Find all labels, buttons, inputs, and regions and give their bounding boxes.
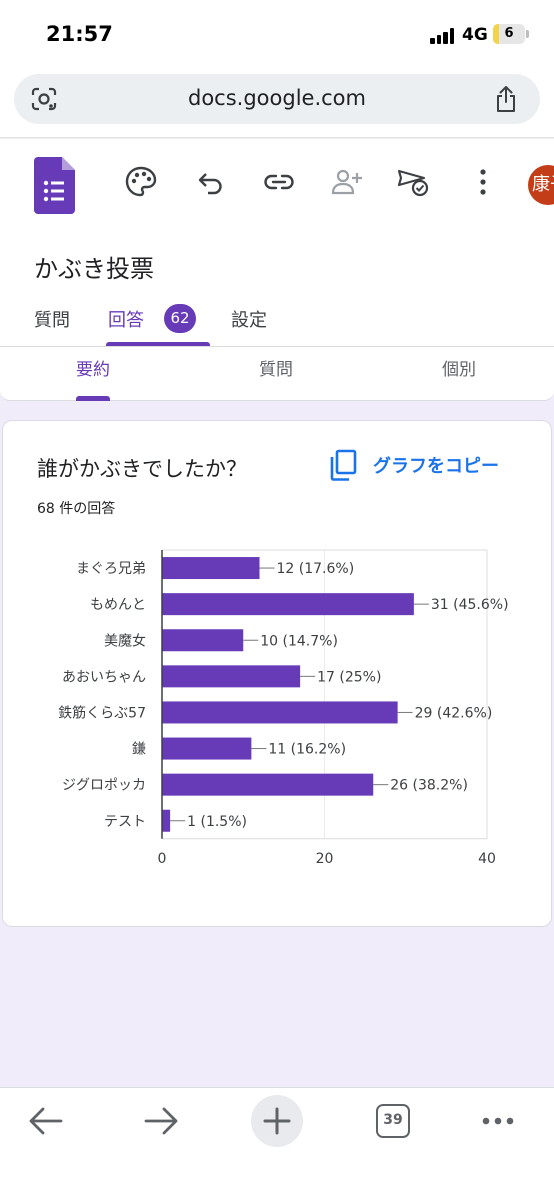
- tab-settings[interactable]: 設定: [231, 310, 267, 331]
- bar: [162, 557, 260, 580]
- category-label: 鎌: [132, 742, 146, 758]
- category-label: ジグロポッカ: [62, 778, 146, 794]
- subtab-individual[interactable]: 個別: [442, 360, 476, 380]
- back-arrow-icon[interactable]: [28, 1106, 64, 1136]
- x-tick-label: 0: [158, 851, 167, 867]
- bar: [162, 593, 414, 616]
- network-type: 4G: [462, 25, 488, 45]
- question-summary-card: 誰がかぶきでしたか？ グラフをコピー 68 件の回答 まぐろ兄弟 12 (17.6…: [2, 420, 552, 927]
- battery-icon: 6: [493, 24, 525, 44]
- data-label: 17 (25%): [317, 669, 381, 685]
- more-horizontal-icon[interactable]: [481, 1116, 515, 1126]
- address-bar[interactable]: docs.google.com: [14, 74, 540, 124]
- active-subtab-indicator: [76, 396, 110, 401]
- bar: [162, 665, 301, 688]
- bar: [162, 773, 374, 796]
- bar: [162, 629, 244, 652]
- category-label: あおいちゃん: [62, 669, 146, 685]
- response-view-tabs: 要約 質問 個別: [0, 347, 554, 401]
- new-tab-button[interactable]: [251, 1095, 303, 1147]
- add-person-icon[interactable]: [330, 165, 364, 199]
- x-tick-label: 20: [316, 851, 334, 867]
- copy-chart-label: グラフをコピー: [373, 456, 499, 477]
- palette-icon[interactable]: [124, 165, 158, 199]
- data-label: 12 (17.6%): [277, 561, 355, 577]
- more-vertical-icon[interactable]: [466, 165, 500, 199]
- status-bar: 21:57 4G 6: [0, 0, 554, 70]
- tab-switcher-button[interactable]: 39: [376, 1104, 410, 1138]
- subtab-question[interactable]: 質問: [259, 360, 293, 380]
- google-lens-icon[interactable]: [31, 87, 57, 111]
- data-label: 31 (45.6%): [431, 597, 509, 613]
- forms-header: 康子 かぶき投票 質問 回答 62 設定: [0, 139, 554, 347]
- forward-arrow-icon[interactable]: [143, 1106, 179, 1136]
- category-label: まぐろ兄弟: [76, 561, 146, 577]
- data-label: 10 (14.7%): [260, 633, 338, 649]
- browser-url-row: docs.google.com: [0, 70, 554, 138]
- category-label: テスト: [104, 814, 146, 830]
- responses-bar-chart: まぐろ兄弟 12 (17.6%) もめんと 31 (45.6%) 美魔女 10 (14.7…: [58, 549, 509, 867]
- link-icon[interactable]: [262, 165, 296, 199]
- signal-icon: [430, 28, 456, 44]
- battery-level: 6: [504, 26, 514, 41]
- x-tick-label: 40: [478, 851, 496, 867]
- data-label: 29 (42.6%): [415, 705, 493, 721]
- url-text: docs.google.com: [188, 86, 366, 110]
- tab-responses[interactable]: 回答: [108, 310, 144, 331]
- active-tab-indicator: [106, 342, 210, 346]
- category-label: 鉄筋くらぶ57: [58, 704, 146, 721]
- share-icon[interactable]: [494, 85, 518, 113]
- subtab-summary[interactable]: 要約: [76, 360, 110, 380]
- data-label: 1 (1.5%): [187, 814, 247, 830]
- bar: [162, 737, 252, 760]
- tab-questions[interactable]: 質問: [34, 310, 70, 331]
- browser-bottom-bar: 39: [0, 1087, 554, 1200]
- form-title: かぶき投票: [34, 255, 154, 283]
- responses-count-badge: 62: [164, 304, 196, 333]
- undo-icon[interactable]: [194, 165, 228, 199]
- status-time: 21:57: [46, 22, 113, 46]
- question-title: 誰がかぶきでしたか？: [37, 457, 247, 481]
- category-label: 美魔女: [104, 632, 146, 649]
- google-forms-logo[interactable]: [34, 157, 75, 214]
- response-count: 68 件の回答: [37, 501, 116, 517]
- plus-icon: [263, 1107, 291, 1135]
- category-label: もめんと: [90, 597, 146, 613]
- send-icon[interactable]: [396, 165, 430, 199]
- avatar[interactable]: 康子: [528, 165, 554, 205]
- bar: [162, 809, 171, 832]
- copy-icon: [330, 449, 357, 481]
- bar: [162, 701, 398, 724]
- data-label: 11 (16.2%): [268, 742, 346, 758]
- data-label: 26 (38.2%): [390, 778, 468, 794]
